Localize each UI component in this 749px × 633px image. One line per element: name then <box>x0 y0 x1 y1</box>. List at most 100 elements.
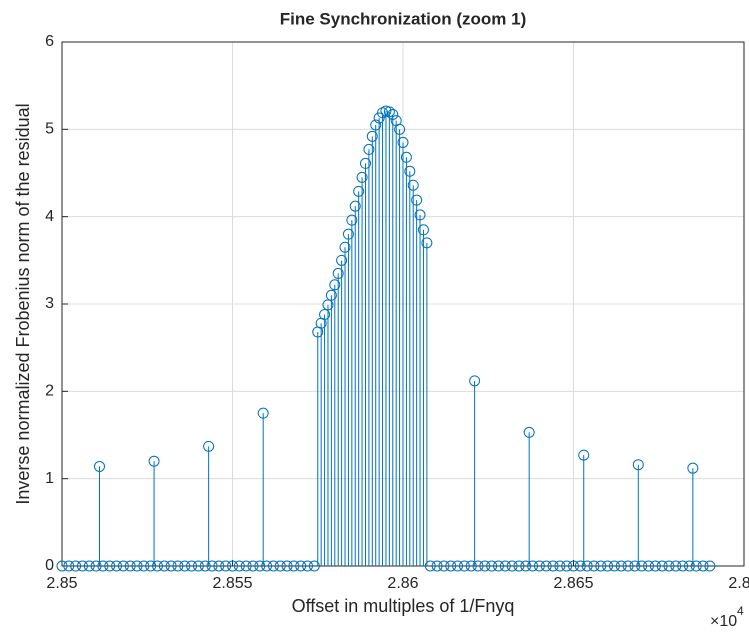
stem-marker <box>261 560 273 572</box>
stem-marker <box>281 560 293 572</box>
stem-marker <box>90 560 102 572</box>
stem-marker <box>233 560 245 572</box>
stem-marker <box>70 560 82 572</box>
stem-marker <box>417 224 429 236</box>
stem-marker <box>421 237 433 249</box>
y-tick-label: 0 <box>45 557 54 574</box>
stem-marker <box>547 560 559 572</box>
stem-marker <box>588 560 600 572</box>
stem-marker <box>117 560 129 572</box>
stem-marker <box>492 560 504 572</box>
x-tick-label: 2.86 <box>387 575 418 592</box>
stem-marker <box>520 560 532 572</box>
stem-marker <box>506 560 518 572</box>
stem-marker <box>339 241 351 253</box>
stem-marker <box>568 560 579 572</box>
stem-marker <box>353 185 365 197</box>
stem-marker <box>325 289 337 301</box>
stem-marker <box>76 560 88 572</box>
stem-marker <box>186 560 198 572</box>
stem-marker <box>329 279 341 291</box>
stem-marker <box>499 560 511 572</box>
stem-marker <box>595 560 607 572</box>
stem-marker <box>533 560 545 572</box>
stem-marker <box>148 455 160 467</box>
stem-marker <box>220 560 232 572</box>
x-exponent: 4 <box>737 604 744 618</box>
stem-marker <box>581 560 593 572</box>
stem-marker <box>308 560 320 572</box>
stem-marker <box>111 560 123 572</box>
stem-marker <box>165 560 177 572</box>
stem-marker <box>561 560 573 572</box>
stem-marker <box>697 560 709 572</box>
stem-marker <box>138 560 150 572</box>
stem-marker <box>83 560 95 572</box>
stem-marker <box>370 119 382 131</box>
y-tick-label: 6 <box>45 33 54 50</box>
stem-marker <box>336 254 348 266</box>
stem-marker <box>554 560 566 572</box>
stem-marker <box>663 560 675 572</box>
stem-marker <box>145 560 157 572</box>
stem-marker <box>394 123 406 135</box>
stem-marker <box>274 560 286 572</box>
stem-marker <box>438 560 450 572</box>
stem-marker <box>295 560 307 572</box>
stem-marker <box>465 560 477 572</box>
stem-marker <box>527 560 539 572</box>
stem-marker <box>247 560 259 572</box>
stem-marker <box>349 200 361 212</box>
stem-marker <box>523 426 535 438</box>
stem-marker <box>574 560 586 572</box>
stem-marker <box>158 560 170 572</box>
stem-marker <box>56 560 68 572</box>
stem-marker <box>677 560 689 572</box>
stem-marker <box>227 560 238 572</box>
stem-marker <box>267 560 279 572</box>
stem-marker <box>124 560 136 572</box>
stem-marker <box>319 308 331 320</box>
stem-marker <box>615 560 627 572</box>
stem-marker <box>704 560 716 572</box>
chart-title: Fine Synchronization (zoom 1) <box>280 9 527 28</box>
stem-marker <box>629 560 641 572</box>
stem-marker <box>172 560 184 572</box>
stem-marker <box>97 560 109 572</box>
stem-marker <box>608 560 620 572</box>
y-axis-label: Inverse normalized Frobenius norm of the… <box>13 103 33 504</box>
stem-marker <box>179 560 191 572</box>
x-tick-label: 2.87 <box>728 575 749 592</box>
stem-marker <box>632 459 644 471</box>
stem-marker <box>683 560 695 572</box>
stem-marker <box>458 560 470 572</box>
stem-marker <box>346 214 358 226</box>
x-exponent-base: ×10 <box>710 613 737 630</box>
stem-marker <box>400 151 412 163</box>
stem-marker <box>322 299 334 311</box>
x-tick-label: 2.865 <box>553 575 593 592</box>
stem-marker <box>687 462 699 474</box>
stem-marker <box>240 560 252 572</box>
stem-marker <box>363 143 375 155</box>
stem-marker <box>387 108 399 120</box>
stem-marker <box>203 440 215 452</box>
stem-marker <box>622 560 634 572</box>
x-tick-label: 2.855 <box>212 575 252 592</box>
stem-marker <box>479 560 491 572</box>
stem-marker <box>636 560 648 572</box>
stem-marker <box>213 560 225 572</box>
stem-marker <box>670 560 682 572</box>
stem-marker <box>199 560 211 572</box>
stem-marker <box>424 560 436 572</box>
stem-marker <box>540 560 552 572</box>
y-tick-label: 2 <box>45 383 54 400</box>
stem-marker <box>94 460 106 472</box>
stem-marker <box>342 228 354 240</box>
stem-marker <box>656 560 668 572</box>
stem-marker <box>407 179 419 191</box>
stem-marker <box>452 560 464 572</box>
stem-marker <box>257 407 269 419</box>
stem-marker <box>151 560 163 572</box>
